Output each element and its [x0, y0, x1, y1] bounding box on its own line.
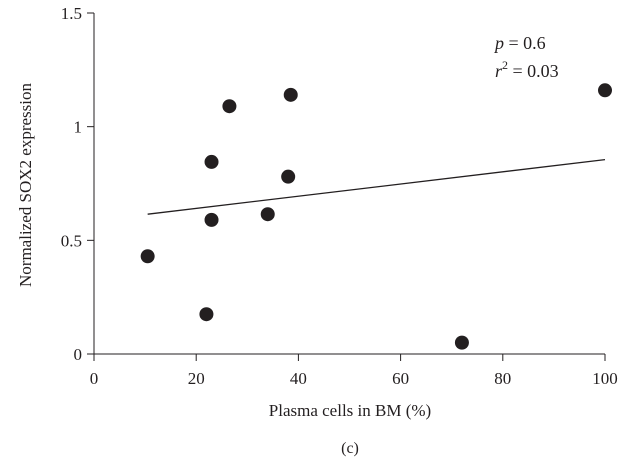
r-squared-text: = 0.03	[508, 61, 559, 81]
data-point	[222, 99, 237, 114]
y-axis-label: Normalized SOX2 expression	[16, 83, 35, 287]
y-axis-ticks: 0 0.5 1 1.5	[61, 4, 94, 364]
y-tick-label: 1.5	[61, 4, 82, 23]
y-tick-label: 0	[74, 345, 83, 364]
r-squared-annotation: r2 = 0.03	[495, 58, 559, 81]
data-point	[260, 207, 275, 222]
x-tick-label: 40	[290, 369, 307, 388]
x-tick-label: 80	[494, 369, 511, 388]
x-tick-label: 20	[188, 369, 205, 388]
y-tick-label: 1	[74, 118, 83, 137]
p-symbol: p	[493, 33, 504, 53]
y-tick-label: 0.5	[61, 231, 82, 250]
data-point	[140, 249, 155, 264]
p-value-annotation: p = 0.6	[493, 33, 546, 53]
p-value-text: = 0.6	[504, 33, 546, 53]
data-points	[140, 83, 612, 350]
x-tick-label: 100	[592, 369, 618, 388]
data-point	[283, 87, 298, 102]
r-symbol: r	[495, 61, 503, 81]
data-point	[204, 212, 219, 227]
data-point	[598, 83, 612, 98]
data-point	[199, 307, 214, 322]
data-point	[204, 154, 219, 169]
x-axis-label: Plasma cells in BM (%)	[269, 401, 431, 420]
x-tick-label: 0	[90, 369, 99, 388]
x-axis-ticks: 0 20 40 60 80 100	[90, 354, 618, 388]
regression-line	[147, 158, 606, 215]
r-exponent: 2	[502, 58, 508, 72]
data-point	[454, 335, 469, 350]
data-point	[281, 169, 296, 184]
panel-label: (c)	[341, 440, 359, 457]
x-tick-label: 60	[392, 369, 409, 388]
axes	[93, 13, 605, 355]
regression-line-group	[147, 158, 606, 215]
